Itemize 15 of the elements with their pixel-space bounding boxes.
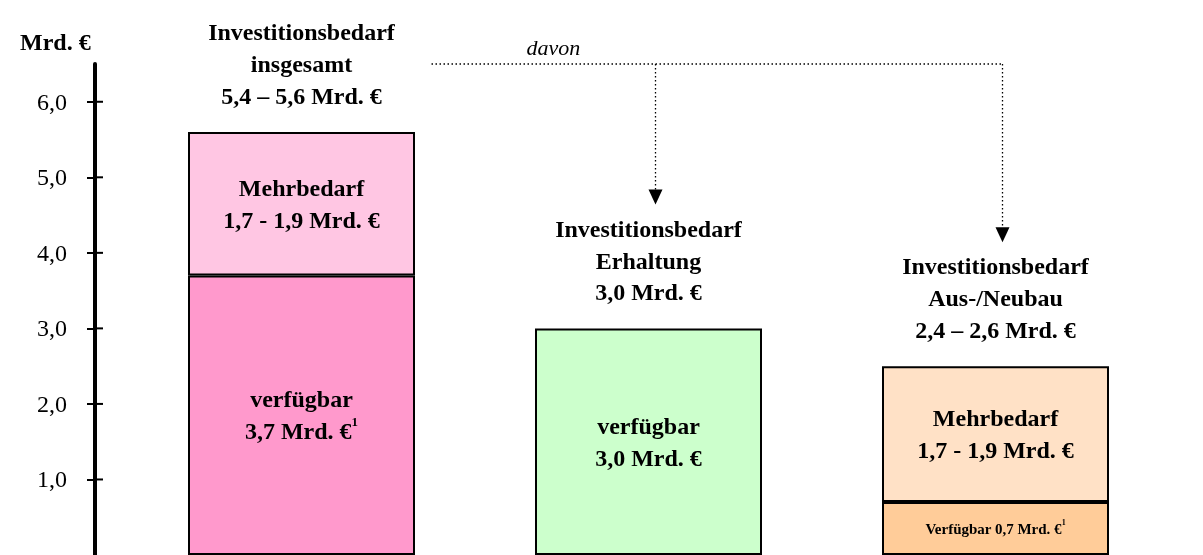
y-axis-title: Mrd. € [20, 29, 91, 55]
y-tick-label: 3,0 [37, 315, 67, 342]
y-tick-label: 6,0 [37, 88, 67, 115]
y-tick-label: 2,0 [37, 390, 67, 417]
bar [535, 328, 762, 555]
y-tick-label: 1,0 [37, 466, 67, 493]
data-label: verfügbar 3,0 Mrd. € [595, 412, 702, 471]
data-label: Mehrbedarf 1,7 - 1,9 Mrd. € [917, 405, 1074, 464]
text: davon [526, 34, 581, 60]
total-label: Investitionsbedarf Erhaltung 3,0 Mrd. € [555, 215, 743, 306]
y-tick-label: 4,0 [37, 239, 67, 266]
data-label: Mehrbedarf 1,7 - 1,9 Mrd. € [223, 174, 380, 233]
total-label: Investitionsbedarf insgesamt 5,4 – 5,6 Mrd. € [208, 19, 396, 110]
total-label: Investitionsbedarf Aus-/Neubau 2,4 – 2,6 Mrd. € [902, 253, 1090, 344]
y-tick-label: 5,0 [37, 164, 67, 191]
